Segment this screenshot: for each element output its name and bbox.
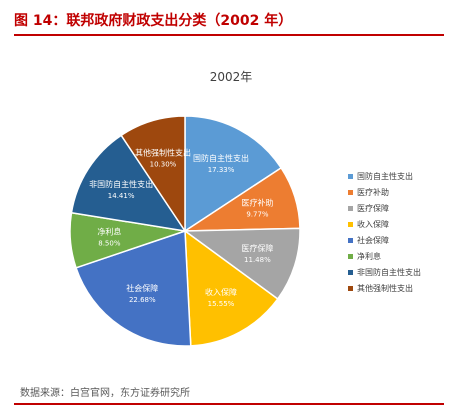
pie-slice: [75, 229, 192, 347]
chart-title: 2002年: [209, 70, 253, 84]
legend-swatch: [348, 221, 353, 227]
legend-item: 医疗保障: [348, 200, 460, 216]
legend-swatch: [348, 173, 353, 179]
legend-label: 医疗保障: [357, 203, 389, 213]
slice-value-label: 9.77%: [246, 210, 269, 218]
legend-item: 非国防自主性支出: [348, 264, 460, 280]
slice-label: 社会保障: [126, 283, 158, 293]
legend-swatch: [348, 285, 353, 291]
slice-value-label: 8.50%: [98, 239, 121, 247]
slice-label: 收入保障: [205, 287, 237, 297]
slice-label: 医疗保障: [241, 243, 273, 253]
pie-slice: [184, 229, 279, 347]
title-divider: [14, 34, 444, 36]
figure-title: 图 14：联邦政府财政支出分类（2002 年）: [14, 13, 293, 29]
legend-label: 收入保障: [357, 219, 389, 229]
legend-item: 其他强制性支出: [348, 280, 460, 296]
slice-label: 医疗补助: [241, 197, 273, 207]
legend-swatch: [348, 189, 353, 195]
pie-slice: [120, 115, 186, 234]
slice-value-label: 17.33%: [208, 166, 235, 174]
slice-value-label: 11.48%: [244, 256, 271, 264]
slice-label: 非国防自主性支出: [89, 179, 153, 189]
legend-swatch: [348, 269, 353, 275]
legend-item: 社会保障: [348, 232, 460, 248]
slice-value-label: 14.41%: [108, 192, 135, 200]
legend-item: 收入保障: [348, 216, 460, 232]
slice-value-label: 15.55%: [208, 300, 235, 308]
chart-legend: 国防自主性支出 医疗补助医疗保障收入保障社会保障净利息非国防自主性支出 其他强制性支…: [348, 168, 460, 296]
pie-slice: [184, 115, 283, 233]
legend-label: 净利息: [357, 251, 381, 261]
legend-label: 医疗补助: [357, 187, 389, 197]
legend-label: 社会保障: [357, 235, 389, 245]
slice-value-label: 22.68%: [129, 296, 156, 304]
legend-label: 其他强制性支出: [357, 283, 413, 293]
legend-swatch: [348, 253, 353, 259]
pie-slice: [70, 134, 187, 233]
legend-item: 医疗补助: [348, 184, 460, 200]
legend-swatch: [348, 237, 353, 243]
bottom-divider: [14, 403, 444, 405]
pie-slice: [182, 227, 301, 301]
slice-value-label: 10.30%: [150, 160, 177, 168]
legend-item: 净利息: [348, 248, 460, 264]
slice-label: 国防自主性支出: [193, 153, 249, 163]
legend-label: 国防自主性支出: [357, 171, 413, 181]
slice-label: 其他强制性支出: [135, 147, 191, 157]
legend-item: 国防自主性支出: [348, 168, 460, 184]
slice-label: 净利息: [97, 226, 121, 236]
data-source: 数据来源：白宫官网，东方证券研究所: [20, 388, 190, 399]
legend-label: 非国防自主性支出: [357, 267, 421, 277]
legend-swatch: [348, 205, 353, 211]
